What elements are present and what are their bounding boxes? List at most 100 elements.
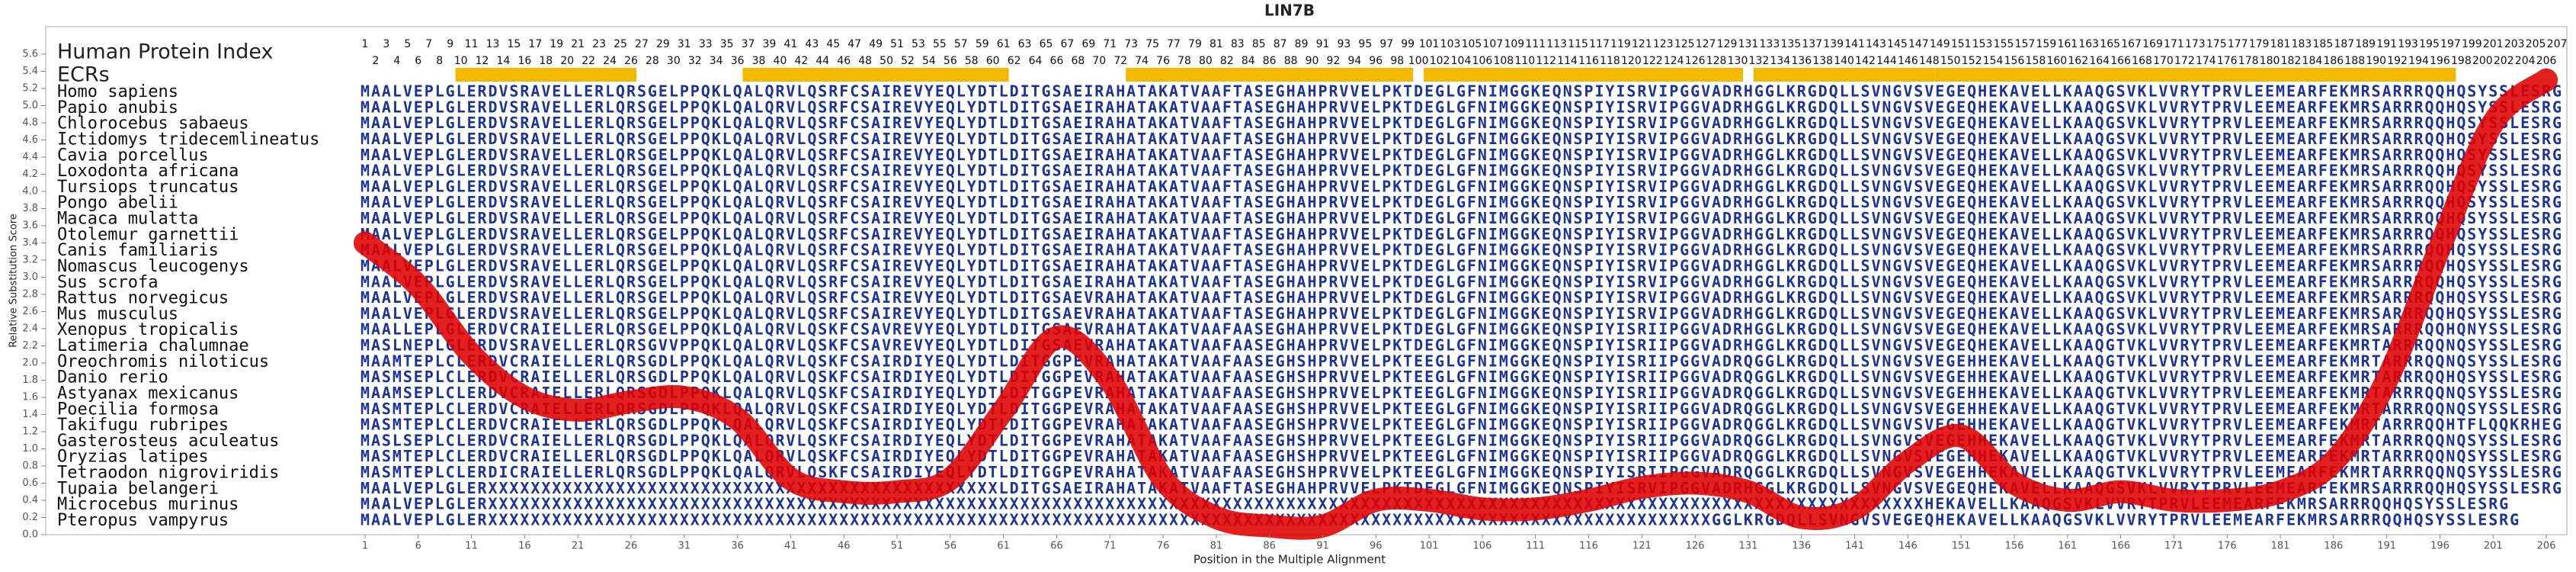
y-tick-label: 2.8: [22, 289, 38, 300]
sequence: MAALVEPLGLERDVSRAVELLERLQRSGELPPQKLQALQR…: [360, 98, 2562, 116]
x-tick-label: 116: [1579, 541, 1598, 552]
sequence: MASLSEPLCLERDVCRAIELLERLQRSGDLPPQKLQALQR…: [360, 431, 2562, 449]
index-number: 156: [2004, 55, 2025, 67]
index-number: 91: [1316, 38, 1330, 50]
index-number: 11: [465, 38, 479, 50]
sequence: MASMTEPLCLERDICRAIELLERLQRSGDLPPQKLQALQR…: [360, 463, 2562, 481]
x-tick-label: 126: [1686, 541, 1705, 552]
index-number: 92: [1327, 55, 1341, 67]
x-tick-label: 21: [572, 541, 585, 552]
index-number: 86: [1263, 55, 1277, 67]
ecr-bar: [1126, 68, 1414, 82]
index-number: 106: [1472, 55, 1493, 67]
x-tick-label: 121: [1632, 541, 1652, 552]
y-tick-label: 1.6: [22, 392, 38, 403]
y-tick-label: 3.0: [22, 272, 38, 283]
index-number: 132: [1749, 55, 1770, 67]
species-name: Pongo abelii: [57, 194, 178, 213]
index-number: 107: [1483, 38, 1504, 50]
index-number: 169: [2142, 38, 2163, 50]
index-number: 127: [1696, 38, 1716, 50]
index-number: 3: [383, 38, 389, 50]
index-number: 142: [1855, 55, 1876, 67]
index-number: 138: [1812, 55, 1833, 67]
species-name: Nomascus leucogenys: [57, 257, 249, 276]
index-number: 105: [1462, 38, 1482, 50]
index-number: 119: [1610, 38, 1631, 50]
index-number: 60: [986, 55, 1000, 67]
index-number: 81: [1210, 38, 1223, 50]
y-tick-label: 3.6: [22, 220, 38, 232]
index-number: 115: [1568, 38, 1588, 50]
index-number: 168: [2132, 55, 2152, 67]
index-number: 117: [1589, 38, 1610, 50]
index-number: 120: [1621, 55, 1642, 67]
x-tick-label: 81: [1210, 541, 1223, 552]
x-tick-label: 16: [518, 541, 531, 552]
species-name: Poecilia formosa: [57, 400, 219, 419]
index-number: 77: [1167, 38, 1181, 50]
index-number: 97: [1379, 38, 1393, 50]
index-number: 88: [1284, 55, 1298, 67]
index-number: 75: [1145, 38, 1159, 50]
alignment: Homo sapiens MAALVEPLGLERDVSRAVELLERLQRSG…: [57, 82, 2562, 531]
index-number: 185: [2313, 38, 2334, 50]
index-number: 45: [826, 38, 840, 50]
index-number: 64: [1029, 55, 1043, 67]
index-number: 201: [2483, 38, 2504, 50]
x-tick-label: 156: [2005, 541, 2024, 552]
sequence: MAALVEPLGLERDVSRAVELLERLQRSGELPPQKLQALQR…: [360, 225, 2562, 243]
x-tick-label: 191: [2377, 541, 2396, 552]
index-number: 1: [362, 38, 369, 50]
index-number: 29: [656, 38, 670, 50]
index-number: 21: [571, 38, 585, 50]
index-number: 121: [1632, 38, 1652, 50]
species-name: Xenopus tropicalis: [57, 320, 239, 339]
index-number: 155: [1994, 38, 2014, 50]
index-number: 12: [476, 55, 489, 67]
x-tick-label: 31: [678, 541, 691, 552]
species-name: Macaca mulatta: [57, 210, 198, 229]
x-axis-title: Position in the Multiple Alignment: [1193, 553, 1386, 567]
index-number: 36: [731, 55, 745, 67]
index-number: 34: [710, 55, 723, 67]
index-number: 192: [2387, 55, 2408, 67]
x-tick-label: 166: [2111, 541, 2130, 552]
index-number: 20: [560, 55, 574, 67]
index-number: 50: [879, 55, 893, 67]
index-number: 114: [1557, 55, 1578, 67]
index-number: 131: [1738, 38, 1759, 50]
index-number: 56: [944, 55, 957, 67]
x-tick-label: 186: [2324, 541, 2343, 552]
x-tick-label: 136: [1792, 541, 1811, 552]
index-number: 160: [2046, 55, 2067, 67]
y-tick-label: 0.0: [22, 529, 38, 541]
index-number: 59: [976, 38, 989, 50]
index-number: 33: [699, 38, 713, 50]
index-number: 173: [2185, 38, 2206, 50]
y-tick-label: 1.4: [22, 409, 38, 420]
index-number: 17: [528, 38, 542, 50]
index-number: 76: [1156, 55, 1170, 67]
y-tick-label: 4.2: [22, 169, 38, 180]
index-number: 28: [646, 55, 659, 67]
sequence: MAALVEPLGLERDVSRAVELLERLQRSGELPPQKLQALQR…: [360, 162, 2562, 180]
x-tick-label: 11: [465, 541, 478, 552]
y-tick-label: 3.2: [22, 255, 38, 266]
index-number: 90: [1306, 55, 1319, 67]
index-number: 184: [2302, 55, 2323, 67]
y-tick-label: 0.2: [22, 512, 38, 523]
y-tick-label: 1.0: [22, 443, 38, 455]
index-number: 113: [1546, 38, 1567, 50]
species-name: Tupaia belangeri: [57, 479, 219, 498]
x-tick-label: 106: [1473, 541, 1492, 552]
index-number: 65: [1040, 38, 1053, 50]
sequence: MAALVEPLGLERDVSRAVELLERLQRSGELPPQKLQALQR…: [360, 256, 2562, 275]
index-number: 175: [2206, 38, 2227, 50]
index-number: 206: [2536, 55, 2557, 67]
index-number: 193: [2398, 38, 2418, 50]
y-tick-label: 3.4: [22, 237, 38, 249]
index-number: 66: [1050, 55, 1064, 67]
index-number: 180: [2260, 55, 2280, 67]
index-number: 58: [965, 55, 979, 67]
